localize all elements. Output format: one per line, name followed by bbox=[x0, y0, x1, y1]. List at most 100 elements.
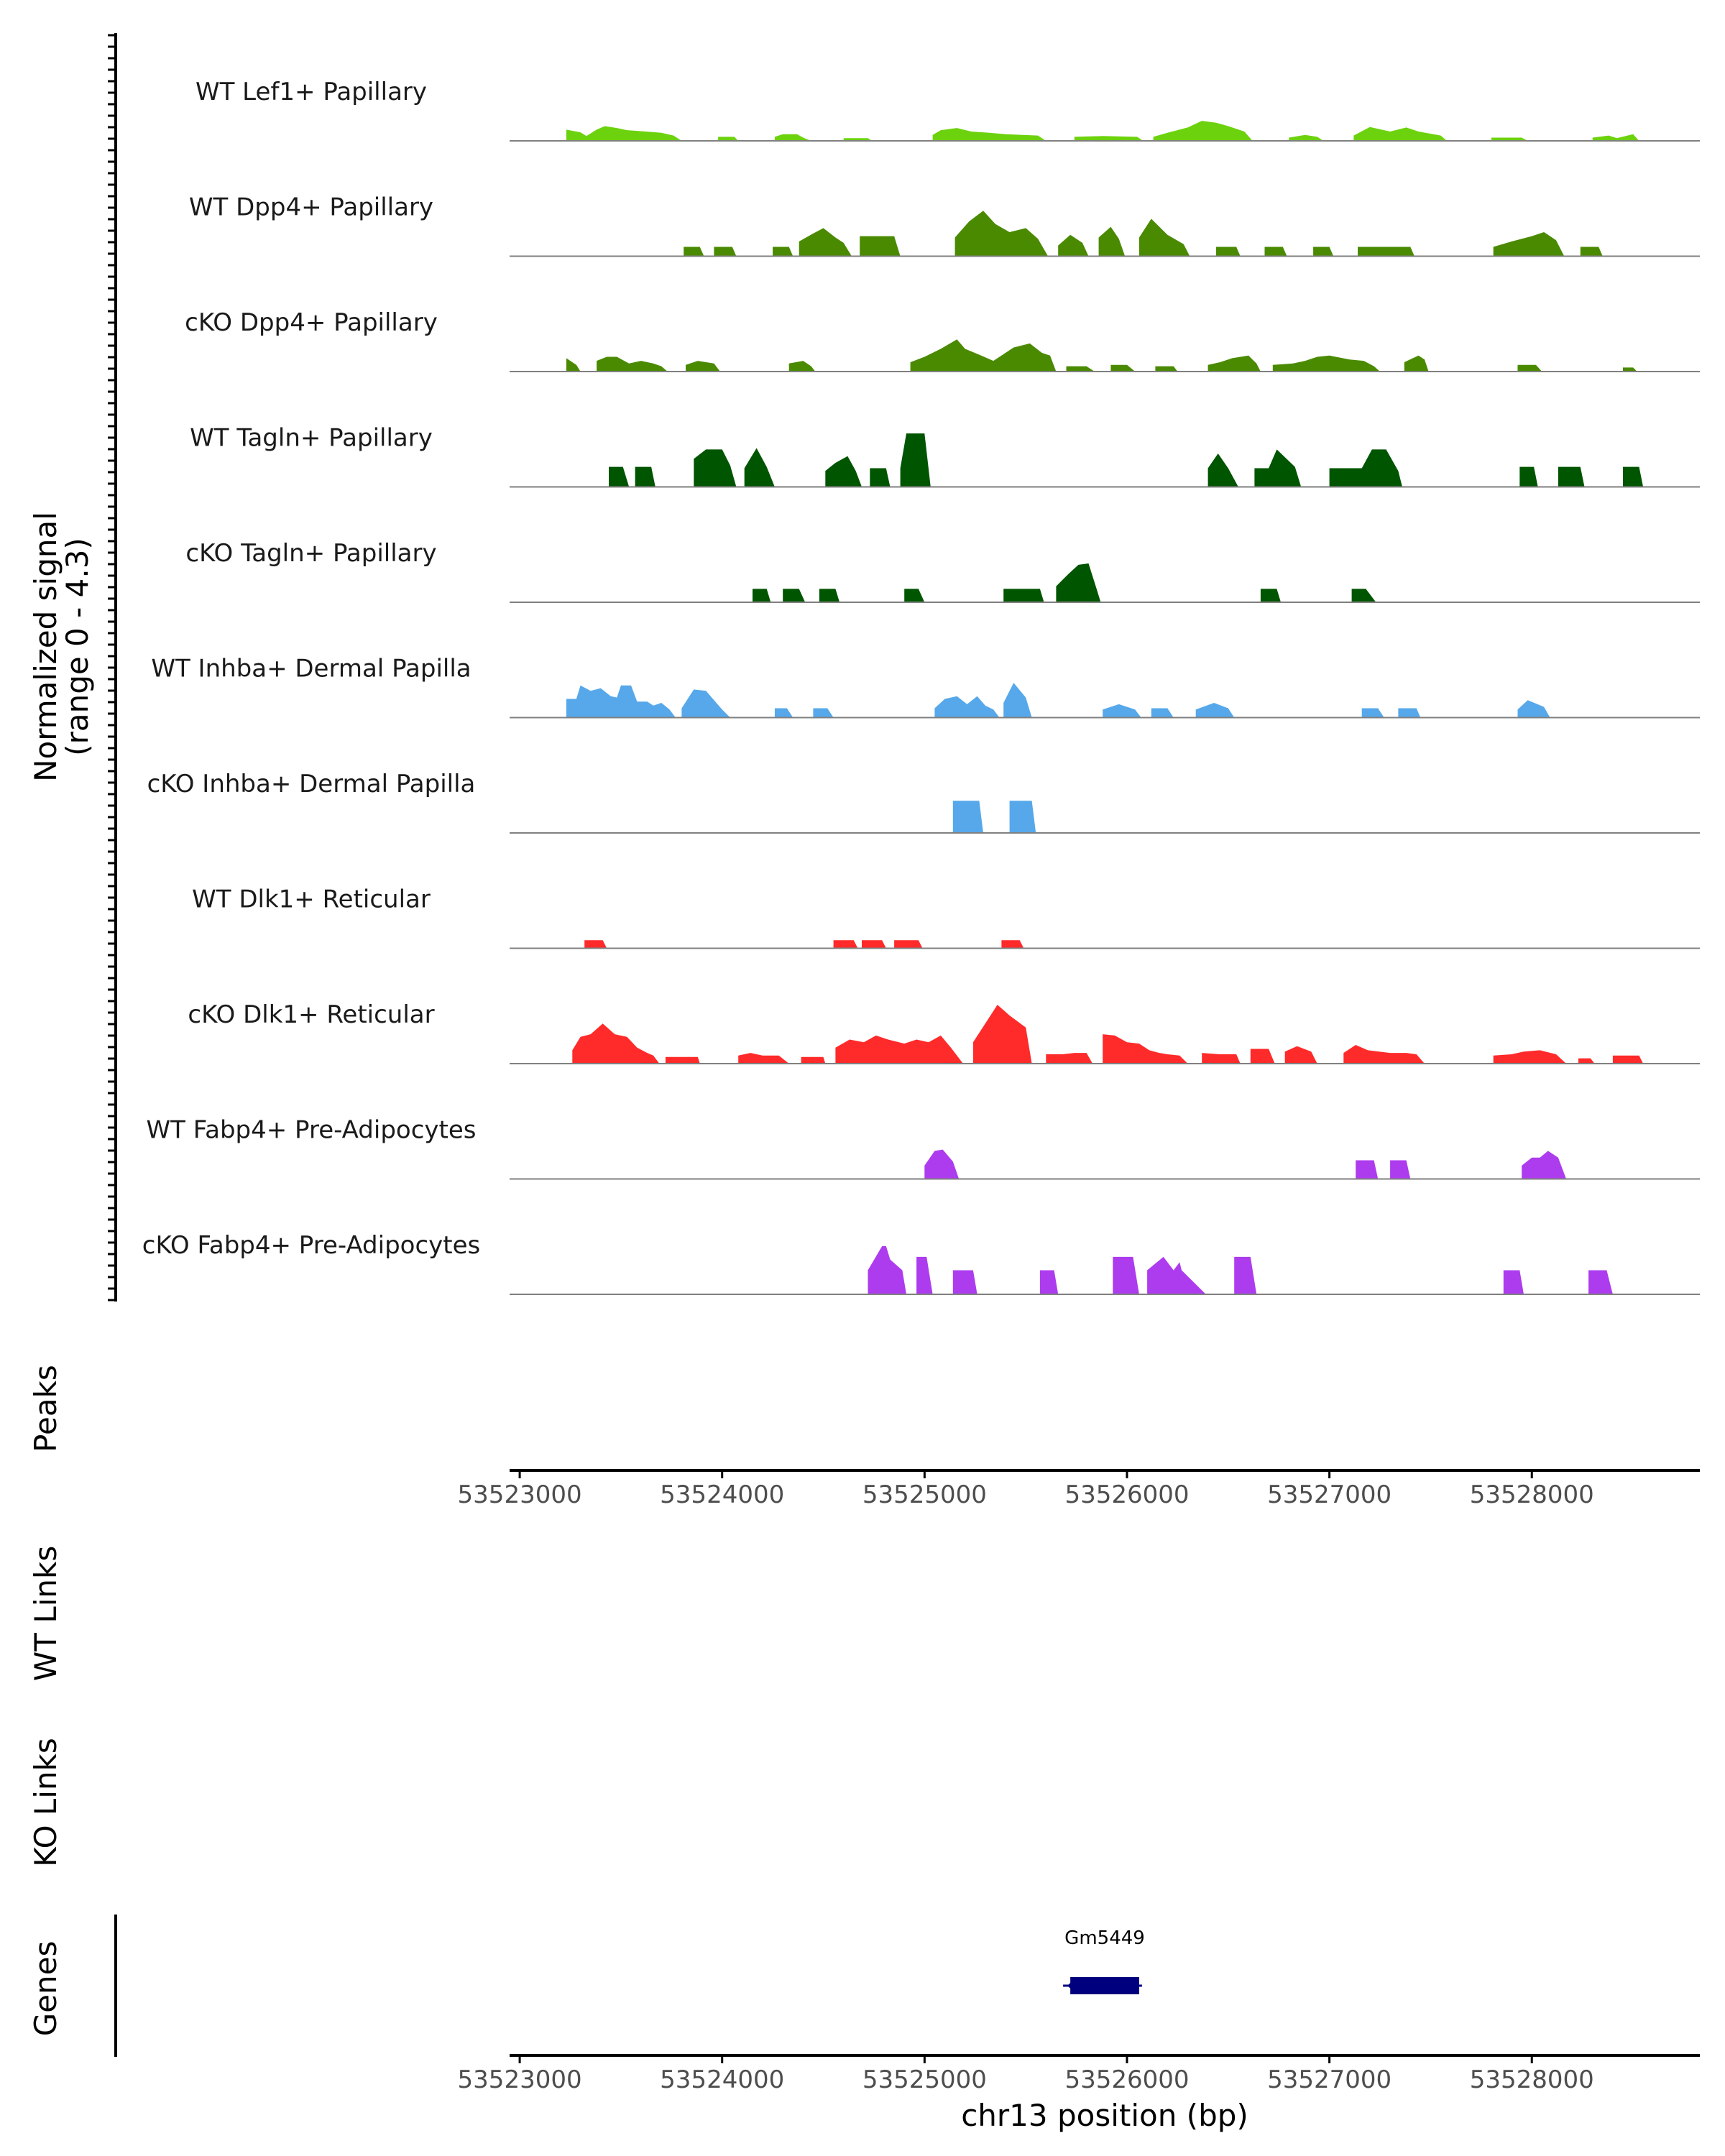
signal-area bbox=[1588, 1270, 1613, 1294]
signal-area bbox=[738, 1053, 789, 1064]
signal-area bbox=[566, 126, 682, 141]
signal-area bbox=[860, 236, 901, 257]
signal-area bbox=[774, 708, 794, 718]
x-tick-label: 53526000 bbox=[1064, 1480, 1189, 1509]
signal-area bbox=[681, 689, 730, 718]
signal-area bbox=[1254, 449, 1302, 487]
track-cko-dlk1-reticular: cKO Dlk1+ Reticular bbox=[188, 1000, 1700, 1064]
track-cko-fabp4-pre-adipocytes: cKO Fabp4+ Pre-Adipocytes bbox=[142, 1231, 1700, 1295]
signal-area bbox=[1329, 449, 1402, 487]
signal-area bbox=[1493, 1050, 1567, 1064]
signal-area bbox=[1103, 1034, 1188, 1064]
signal-area bbox=[774, 134, 811, 141]
signal-area bbox=[1234, 1256, 1257, 1294]
signal-area bbox=[1522, 1151, 1567, 1179]
signal-area bbox=[1264, 247, 1287, 257]
track-label: WT Lef1+ Papillary bbox=[196, 78, 427, 106]
ko-links-panel-label: KO Links bbox=[28, 1738, 63, 1867]
track-cko-inhba-dermal-papilla: cKO Inhba+ Dermal Papilla bbox=[147, 770, 1700, 834]
x-tick-label: 53524000 bbox=[660, 1480, 784, 1509]
signal-area bbox=[566, 358, 581, 372]
signal-area bbox=[1313, 247, 1334, 257]
signal-area bbox=[952, 801, 983, 833]
signal-area bbox=[1039, 1270, 1059, 1294]
track-wt-fabp4-pre-adipocytes: WT Fabp4+ Pre-Adipocytes bbox=[147, 1116, 1700, 1180]
signal-area bbox=[1356, 1160, 1379, 1179]
track-label: cKO Inhba+ Dermal Papilla bbox=[147, 770, 476, 798]
x-tick-label: 53527000 bbox=[1267, 2065, 1392, 2094]
signal-area bbox=[825, 456, 862, 487]
track-label: cKO Tagln+ Papillary bbox=[185, 539, 436, 568]
signal-area bbox=[1623, 367, 1637, 372]
signal-area bbox=[954, 211, 1049, 257]
signal-area bbox=[1398, 708, 1421, 718]
signal-area bbox=[1155, 366, 1178, 372]
x-tick-label: 53528000 bbox=[1470, 2065, 1594, 2094]
signal-area bbox=[835, 1035, 963, 1064]
signal-area bbox=[1074, 136, 1144, 141]
y-axis bbox=[108, 33, 117, 1302]
signal-area bbox=[1113, 1256, 1139, 1294]
signal-area bbox=[1519, 466, 1538, 487]
track-label: cKO Fabp4+ Pre-Adipocytes bbox=[142, 1231, 481, 1260]
signal-area bbox=[1110, 364, 1136, 372]
signal-area bbox=[694, 449, 737, 487]
signal-area bbox=[1343, 1045, 1425, 1064]
signal-area bbox=[665, 1056, 700, 1064]
signal-area bbox=[1215, 247, 1241, 257]
x-axis-title: chr13 position (bp) bbox=[961, 2098, 1248, 2133]
signal-area bbox=[744, 448, 775, 487]
track-wt-dlk1-reticular: WT Dlk1+ Reticular bbox=[192, 885, 1700, 949]
x-tick-label: 53523000 bbox=[458, 1480, 582, 1509]
signal-area bbox=[1098, 226, 1126, 257]
signal-area bbox=[862, 940, 886, 949]
signal-area bbox=[1138, 218, 1190, 257]
signal-area bbox=[904, 589, 925, 602]
signal-area bbox=[1353, 126, 1447, 141]
signal-area bbox=[1003, 589, 1044, 602]
signal-area bbox=[952, 1270, 978, 1294]
signal-area bbox=[1491, 137, 1528, 141]
signal-area bbox=[1284, 1046, 1317, 1064]
x-axis-peaks: 53523000 53524000 53525000 53526000 53527000… bbox=[458, 1469, 1700, 1509]
signal-area bbox=[1058, 234, 1089, 257]
signal-area bbox=[1103, 704, 1141, 718]
signal-area bbox=[1003, 683, 1032, 718]
signal-tracks: WT Lef1+ Papillary WT Dpp4+ Papillary cKO … bbox=[142, 78, 1700, 1295]
genes-panel-label: Genes bbox=[28, 1941, 63, 2037]
signal-area bbox=[1361, 708, 1384, 718]
signal-area bbox=[584, 940, 607, 949]
signal-area bbox=[1390, 1160, 1411, 1179]
track-label: WT Dpp4+ Papillary bbox=[189, 193, 433, 222]
signal-area bbox=[635, 466, 656, 487]
signal-area bbox=[1066, 366, 1095, 372]
signal-area bbox=[1151, 708, 1174, 718]
signal-area bbox=[1250, 1049, 1275, 1064]
signal-area bbox=[686, 361, 720, 372]
signal-area bbox=[900, 433, 931, 487]
signal-area bbox=[801, 1056, 826, 1064]
signal-area bbox=[1046, 1053, 1093, 1064]
signal-area bbox=[1147, 1256, 1206, 1294]
y-axis-subtitle: (range 0 - 4.3) bbox=[60, 538, 95, 756]
signal-area bbox=[1358, 247, 1414, 257]
signal-area bbox=[833, 940, 858, 949]
strand-arrow-icon bbox=[1067, 1979, 1076, 1992]
track-wt-inhba-dermal-papilla: WT Inhba+ Dermal Papilla bbox=[151, 655, 1700, 719]
x-tick-label: 53526000 bbox=[1064, 2065, 1189, 2094]
x-tick-label: 53528000 bbox=[1470, 1480, 1594, 1509]
signal-area bbox=[972, 1005, 1032, 1064]
signal-area bbox=[1260, 589, 1281, 602]
signal-area bbox=[1558, 466, 1585, 487]
track-label: WT Tagln+ Papillary bbox=[190, 424, 433, 453]
signal-area bbox=[1153, 121, 1253, 141]
signal-area bbox=[1578, 1058, 1595, 1064]
signal-area bbox=[1580, 247, 1603, 257]
signal-area bbox=[910, 339, 1057, 372]
signal-area bbox=[1517, 364, 1542, 372]
gene-label: Gm5449 bbox=[1064, 1927, 1145, 1949]
signal-area bbox=[1195, 703, 1235, 718]
signal-area bbox=[1009, 801, 1036, 833]
signal-area bbox=[916, 1256, 933, 1294]
